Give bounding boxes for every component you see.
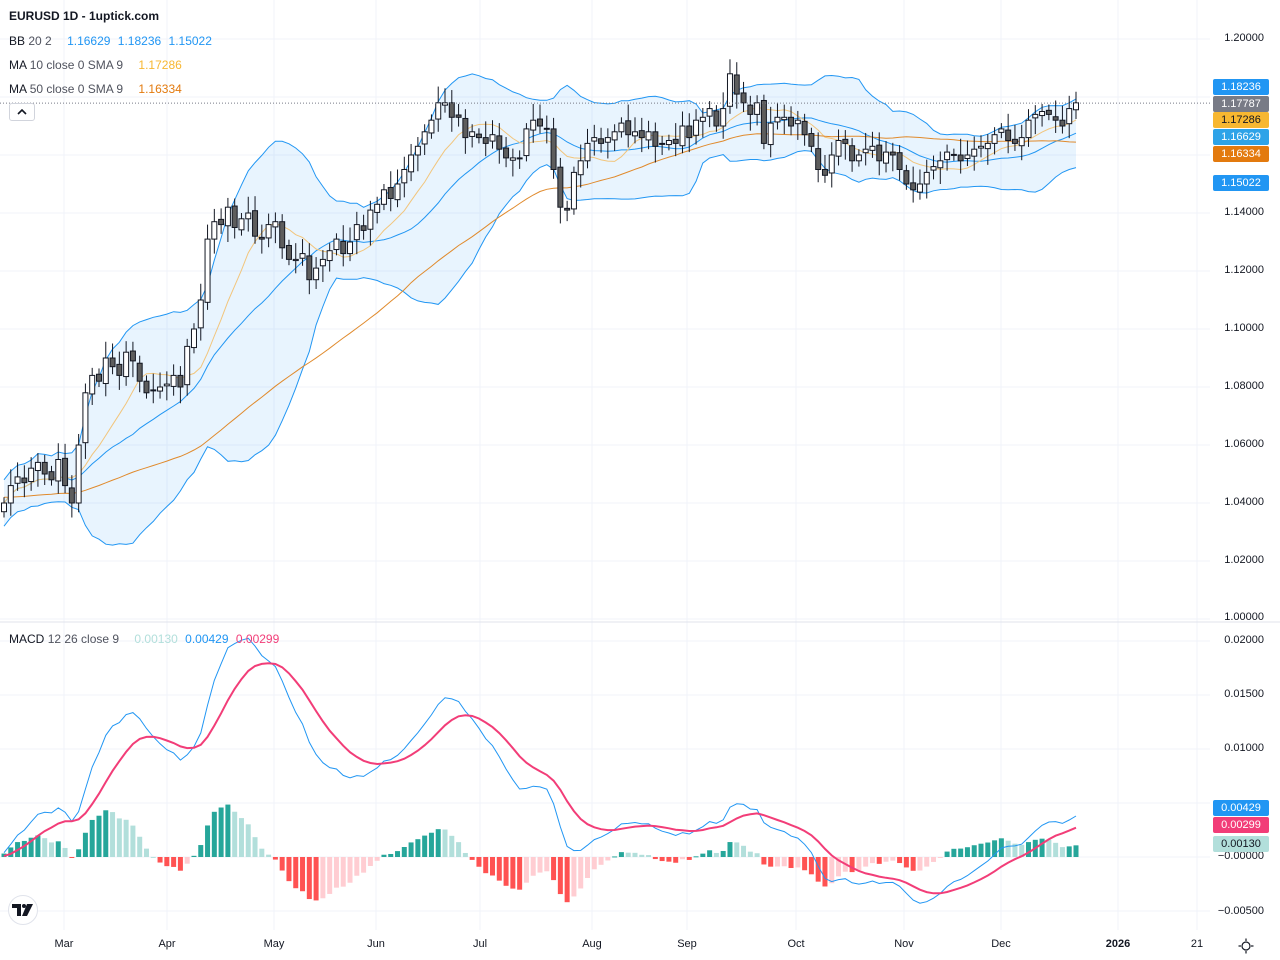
legend-ma10-params: 10 close 0 SMA 9 — [29, 58, 124, 72]
macd-value-tag: 0.00429 — [1213, 800, 1269, 816]
legend-bb-upper: 1.18236 — [117, 34, 162, 48]
time-label: Aug — [582, 938, 602, 950]
time-label: Oct — [787, 938, 805, 950]
macd-axis-label: 0.01500 — [1224, 688, 1264, 700]
legend-macd-histogram: 0.00130 — [134, 632, 178, 646]
time-label: Sep — [677, 938, 697, 950]
time-label: 21 — [1190, 938, 1204, 950]
chart-title: EURUSD 1D - 1uptick.com — [9, 9, 160, 23]
candlesticks — [1, 59, 1079, 518]
bb-upper-price-tag: 1.18236 — [1213, 79, 1269, 95]
price-axis-label: 1.12000 — [1224, 264, 1264, 276]
tradingview-logo[interactable] — [8, 895, 38, 925]
legend-ma50[interactable]: MA 50 close 0 SMA 9 1.16334 — [9, 82, 182, 96]
macd-histogram — [1, 804, 1079, 903]
price-axis-label: 1.00000 — [1224, 611, 1264, 620]
time-label: Jul — [472, 938, 488, 950]
legend-bb[interactable]: BB 20 2 1.16629 1.18236 1.15022 — [9, 34, 212, 48]
price-axis-label: 1.02000 — [1224, 554, 1264, 566]
price-axis-label: 1.06000 — [1224, 438, 1264, 450]
last-price-tag: 1.17787 — [1213, 96, 1269, 112]
time-label: Apr — [158, 938, 176, 950]
legend-ma10-value: 1.17286 — [138, 58, 182, 72]
time-label: Jun — [367, 938, 385, 950]
macd-axis-label: −0.00000 — [1217, 850, 1264, 862]
bb-basis-price-tag: 1.16629 — [1213, 129, 1269, 145]
legend-bb-name: BB — [9, 34, 26, 48]
legend-ma10[interactable]: MA 10 close 0 SMA 9 1.17286 — [9, 58, 182, 72]
bollinger-bands — [3, 73, 1077, 546]
chevron-up-icon — [17, 109, 27, 115]
theme-toggle-icon[interactable] — [1238, 938, 1254, 954]
legend-ma50-params: 50 close 0 SMA 9 — [29, 82, 124, 96]
time-label: Mar — [54, 938, 74, 950]
time-label: May — [263, 938, 285, 950]
histogram-value-tag: 0.00130 — [1213, 836, 1269, 852]
price-axis-label: 1.14000 — [1224, 206, 1264, 218]
macd-lines — [3, 637, 1077, 904]
bb-lower-price-tag: 1.15022 — [1213, 175, 1269, 191]
legend-bb-params: 20 2 — [28, 34, 52, 48]
legend-ma50-name: MA — [9, 82, 27, 96]
price-axis-label: 1.08000 — [1224, 380, 1264, 392]
legend-bb-basis: 1.16629 — [67, 34, 111, 48]
legend-macd-params: 12 26 close 9 — [47, 632, 120, 646]
signal-value-tag: 0.00299 — [1213, 817, 1269, 833]
legend-macd-name: MACD — [9, 632, 45, 646]
legend-macd[interactable]: MACD 12 26 close 9 0.00130 0.00429 0.002… — [9, 632, 279, 646]
legend-macd-signal: 0.00299 — [235, 632, 280, 646]
time-label: Dec — [991, 938, 1011, 950]
time-label-year: 2026 — [1105, 938, 1131, 950]
macd-axis-label: 0.01000 — [1224, 742, 1264, 754]
time-label: Nov — [894, 938, 914, 950]
price-axis-label: 1.20000 — [1224, 32, 1264, 44]
legend-ma10-name: MA — [9, 58, 27, 72]
macd-axis-label: 0.02000 — [1224, 634, 1264, 646]
collapse-legend-button[interactable] — [9, 103, 35, 121]
price-axis-label: 1.04000 — [1224, 496, 1264, 508]
tradingview-logo-icon — [12, 904, 33, 916]
macd-axis-label: −0.00500 — [1217, 905, 1264, 917]
ma50-price-tag: 1.16334 — [1213, 146, 1269, 162]
legend-ma50-value: 1.16334 — [138, 82, 182, 96]
legend-macd-value: 0.00429 — [185, 632, 229, 646]
legend-bb-lower: 1.15022 — [168, 34, 212, 48]
ma10-price-tag: 1.17286 — [1213, 112, 1269, 128]
price-axis-label: 1.10000 — [1224, 322, 1264, 334]
